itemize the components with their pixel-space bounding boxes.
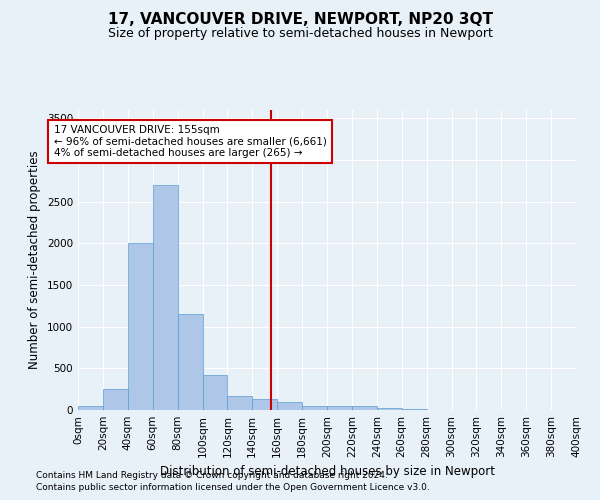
Bar [227, 396, 253, 410]
Text: 17 VANCOUVER DRIVE: 155sqm
← 96% of semi-detached houses are smaller (6,661)
4% : 17 VANCOUVER DRIVE: 155sqm ← 96% of semi… [53, 125, 326, 158]
Bar [377, 408, 402, 410]
Bar [253, 399, 277, 410]
Bar [352, 406, 377, 410]
Bar [152, 185, 178, 410]
Bar [302, 406, 327, 410]
Bar [78, 406, 103, 410]
Text: 17, VANCOUVER DRIVE, NEWPORT, NP20 3QT: 17, VANCOUVER DRIVE, NEWPORT, NP20 3QT [107, 12, 493, 28]
Bar [178, 314, 203, 410]
Y-axis label: Number of semi-detached properties: Number of semi-detached properties [28, 150, 41, 370]
Bar [203, 375, 227, 410]
Text: Contains HM Land Registry data © Crown copyright and database right 2024.: Contains HM Land Registry data © Crown c… [36, 471, 388, 480]
Bar [103, 389, 128, 410]
Bar [402, 409, 427, 410]
Text: Contains public sector information licensed under the Open Government Licence v3: Contains public sector information licen… [36, 484, 430, 492]
Text: Size of property relative to semi-detached houses in Newport: Size of property relative to semi-detach… [107, 28, 493, 40]
X-axis label: Distribution of semi-detached houses by size in Newport: Distribution of semi-detached houses by … [160, 465, 494, 478]
Bar [128, 244, 153, 410]
Bar [277, 402, 302, 410]
Bar [327, 406, 352, 410]
